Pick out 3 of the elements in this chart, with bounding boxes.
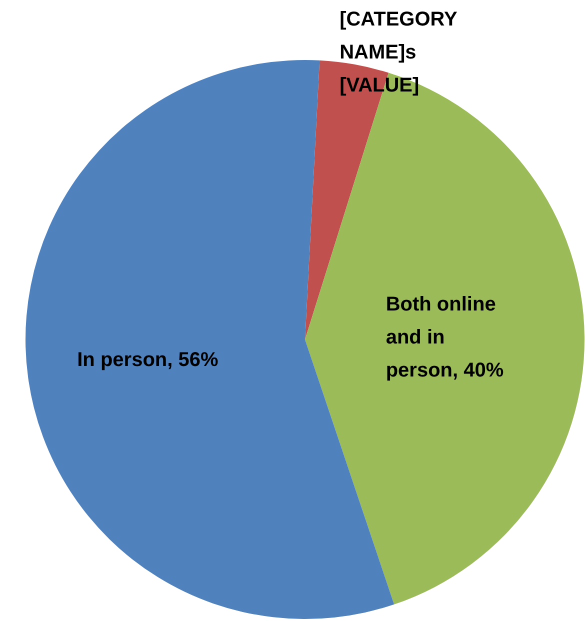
slice-label: [CATEGORY NAME]s bbox=[340, 8, 458, 64]
slice-label: Both online and in person, 40% bbox=[386, 294, 504, 382]
slice-label: In person, 56% bbox=[77, 348, 218, 371]
